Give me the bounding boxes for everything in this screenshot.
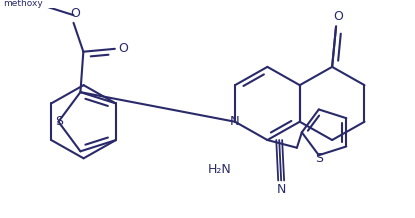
Text: N: N — [230, 115, 240, 128]
Text: S: S — [315, 152, 323, 165]
Text: O: O — [71, 7, 81, 20]
Text: S: S — [56, 115, 63, 128]
Text: methoxy: methoxy — [3, 0, 43, 8]
Text: N: N — [276, 183, 286, 196]
Text: O: O — [119, 42, 129, 55]
Text: O: O — [333, 10, 343, 23]
Text: H₂N: H₂N — [208, 163, 231, 176]
